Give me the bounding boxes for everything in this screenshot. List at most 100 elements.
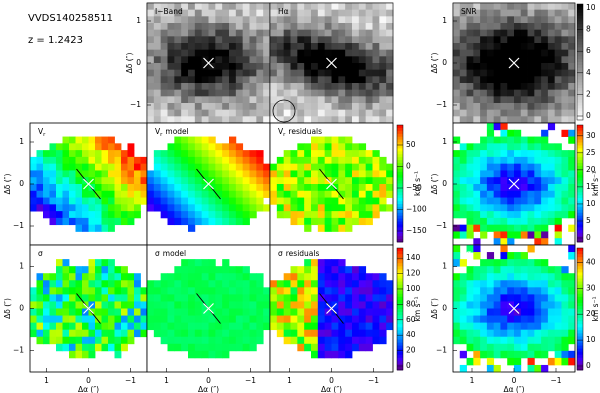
pixel [386,76,393,83]
pixel [229,330,236,337]
pixel [76,177,83,184]
pixel [453,96,460,103]
pixel [528,157,535,164]
pixel [366,184,373,191]
pixel [76,266,83,273]
x-tick-label: −1 [125,376,136,385]
pixel [311,337,318,344]
pixel [521,36,528,43]
pixel [373,116,380,123]
pixel [202,211,209,218]
pixel [108,273,115,280]
pixel [359,294,366,301]
pixel [50,323,57,330]
pixel [453,301,460,308]
pixel [181,83,188,90]
pixel [555,23,562,30]
pixel [291,191,298,198]
pixel [195,316,202,323]
pixel [63,294,70,301]
colorbar: 010203040km s⁻¹ [577,248,600,370]
pixel [181,259,188,266]
pixel [534,287,541,294]
pixel [236,70,243,77]
pixel [561,273,568,280]
pixel [154,76,161,83]
pixel [352,56,359,63]
pixel [215,56,222,63]
pixel [467,83,474,90]
pixel [30,294,37,301]
pixel [128,191,135,198]
pixel [43,316,50,323]
pixel [56,301,63,308]
pixel [168,198,175,205]
pixel [263,316,270,323]
pixel [352,3,359,10]
colorbar-step [397,175,403,178]
pixel [487,184,494,191]
pixel [63,170,70,177]
pixel [304,16,311,23]
pixel [528,211,535,218]
pixel [534,231,541,238]
pixel [453,330,460,337]
pixel [195,150,202,157]
pixel [270,116,277,123]
pixel [63,157,70,164]
pixel [318,150,325,157]
colorbar-tick-label: 0 [586,111,591,120]
pixel [332,16,339,23]
pixel [270,63,277,70]
pixel [141,323,148,330]
colorbar-step [397,294,403,297]
pixel [37,273,44,280]
pixel [318,43,325,50]
pixel [209,164,216,171]
pixel [568,63,575,70]
pixel [154,191,161,198]
pixel [202,218,209,225]
pixel [215,184,222,191]
pixel [366,287,373,294]
pixel [102,316,109,323]
pixel [480,157,487,164]
pixel [487,50,494,57]
y-axis-label: Δδ (″) [125,53,134,74]
pixel [174,184,181,191]
colorbar-step [577,251,583,254]
pixel [263,36,270,43]
pixel [318,56,325,63]
pixel [154,204,161,211]
pixel [188,50,195,57]
pixel [134,330,141,337]
pixel [188,30,195,37]
pixel [345,16,352,23]
pixel [359,330,366,337]
pixel [480,10,487,17]
pixel [161,83,168,90]
pixel [82,150,89,157]
pixel [147,43,154,50]
pixel [453,157,460,164]
pixel [366,10,373,17]
pixel [222,76,229,83]
pixel [256,16,263,23]
colorbar-step [577,263,583,266]
pixel [102,170,109,177]
pixel [507,323,514,330]
pixel [473,70,480,77]
pixel [534,301,541,308]
pixel [121,266,128,273]
pixel [222,211,229,218]
pixel [243,198,250,205]
pixel [373,301,380,308]
pixel [548,90,555,97]
pixel [256,96,263,103]
pixel [263,16,270,23]
pixel [541,50,548,57]
pixel [115,184,122,191]
pixel [147,90,154,97]
pixel [359,63,366,70]
